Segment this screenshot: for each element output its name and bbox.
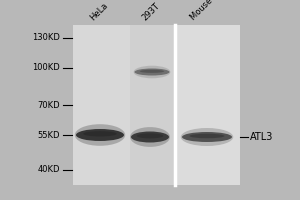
Bar	[73, 25, 130, 185]
Ellipse shape	[83, 131, 117, 137]
Ellipse shape	[76, 129, 124, 141]
Ellipse shape	[75, 124, 125, 146]
Text: HeLa: HeLa	[88, 1, 110, 22]
Text: Mouse kidney: Mouse kidney	[189, 0, 236, 22]
Ellipse shape	[130, 127, 170, 147]
Text: ATL3: ATL3	[250, 132, 273, 142]
Bar	[130, 25, 175, 185]
Ellipse shape	[181, 128, 233, 146]
Ellipse shape	[190, 134, 224, 138]
Text: 70KD: 70KD	[38, 100, 60, 110]
Text: 100KD: 100KD	[32, 64, 60, 72]
Text: 55KD: 55KD	[38, 130, 60, 140]
Ellipse shape	[182, 132, 232, 142]
Ellipse shape	[131, 132, 169, 142]
Ellipse shape	[134, 66, 170, 78]
Text: 293T: 293T	[141, 1, 162, 22]
Bar	[73, 25, 240, 185]
Ellipse shape	[137, 133, 163, 138]
Text: 40KD: 40KD	[38, 166, 60, 174]
Bar	[177, 25, 240, 185]
Ellipse shape	[140, 70, 164, 73]
Ellipse shape	[134, 68, 170, 75]
Text: 130KD: 130KD	[32, 33, 60, 43]
